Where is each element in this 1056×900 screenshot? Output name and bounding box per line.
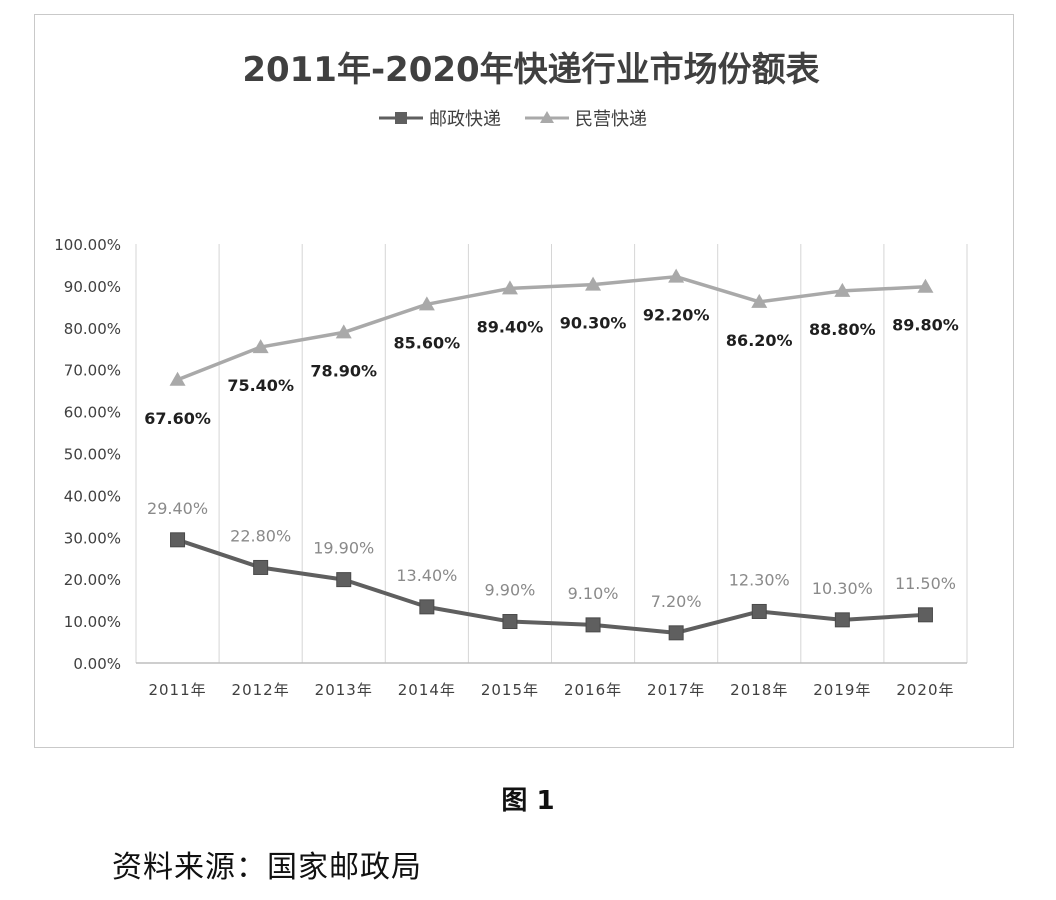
data-point-square	[502, 614, 518, 630]
data-point-triangle	[252, 339, 269, 354]
data-label: 90.30%	[560, 314, 627, 333]
data-label: 92.20%	[643, 306, 710, 325]
data-point-square	[336, 572, 352, 588]
y-tick-label: 20.00%	[64, 571, 121, 589]
data-point-triangle	[169, 371, 186, 386]
figure-caption: 图 1	[501, 786, 555, 816]
data-point-triangle	[501, 280, 518, 295]
data-point-triangle	[335, 324, 352, 339]
data-label: 67.60%	[144, 409, 211, 428]
y-tick-label: 30.00%	[64, 529, 121, 547]
data-point-square	[751, 603, 767, 619]
data-point-triangle	[834, 282, 851, 297]
y-tick-label: 40.00%	[64, 487, 121, 505]
data-label: 22.80%	[230, 526, 291, 545]
data-label: 89.40%	[477, 317, 544, 336]
y-tick-label: 60.00%	[64, 404, 121, 422]
data-label: 86.20%	[726, 331, 793, 350]
data-label: 88.80%	[809, 320, 876, 339]
y-tick-label: 100.00%	[54, 236, 121, 254]
legend-label-2: 民营快递	[575, 109, 647, 130]
data-label: 10.30%	[812, 579, 873, 598]
chart-frame: 2011年-2020年快递行业市场份额表邮政快递 民营快递 0.00% 10.00% 2…	[34, 14, 1014, 748]
x-tick-label: 2018年	[730, 681, 788, 699]
y-tick-label: 50.00%	[64, 446, 121, 464]
data-point-triangle	[751, 293, 768, 308]
data-point-square	[170, 532, 186, 548]
data-label: 29.40%	[147, 499, 208, 518]
data-point-square	[585, 617, 601, 633]
data-label: 9.10%	[568, 584, 619, 603]
data-point-square	[917, 607, 933, 623]
data-label: 9.90%	[485, 581, 536, 600]
data-point-triangle	[585, 276, 602, 291]
data-label: 13.40%	[396, 566, 457, 585]
x-tick-label: 2020年	[896, 681, 954, 699]
x-tick-label: 2016年	[564, 681, 622, 699]
legend-square-marker-icon	[395, 112, 407, 124]
y-tick-label: 80.00%	[64, 320, 121, 338]
chart-title: 2011年-2020年快递行业市场份额表	[242, 50, 819, 90]
legend-triangle-marker-icon	[540, 111, 554, 123]
y-tick-label: 0.00%	[73, 655, 121, 673]
data-point-triangle	[668, 268, 685, 283]
x-tick-label: 2017年	[647, 681, 705, 699]
data-point-triangle	[917, 278, 934, 293]
data-label: 89.80%	[892, 316, 959, 335]
x-tick-label: 2012年	[232, 681, 290, 699]
legend-label-1: 邮政快递	[429, 109, 501, 130]
data-label: 7.20%	[651, 592, 702, 611]
x-tick-label: 2019年	[813, 681, 871, 699]
data-label: 78.90%	[310, 361, 377, 380]
data-point-square	[253, 559, 269, 575]
data-label: 19.90%	[313, 539, 374, 558]
source-note: 资料来源：国家邮政局	[112, 850, 422, 885]
data-point-square	[834, 612, 850, 628]
x-tick-label: 2011年	[148, 681, 206, 699]
series-line-2	[176, 274, 926, 382]
data-point-square	[668, 625, 684, 641]
y-tick-label: 70.00%	[64, 362, 121, 380]
y-tick-label: 90.00%	[64, 278, 121, 296]
y-tick-label: 10.00%	[64, 613, 121, 631]
series-line-1	[176, 537, 926, 635]
x-tick-label: 2015年	[481, 681, 539, 699]
x-tick-label: 2014年	[398, 681, 456, 699]
data-point-square	[419, 599, 435, 615]
data-point-triangle	[418, 296, 435, 311]
data-label: 75.40%	[227, 376, 294, 395]
data-label: 12.30%	[729, 570, 790, 589]
data-label: 85.60%	[394, 333, 461, 352]
data-label: 11.50%	[895, 574, 956, 593]
x-tick-label: 2013年	[315, 681, 373, 699]
